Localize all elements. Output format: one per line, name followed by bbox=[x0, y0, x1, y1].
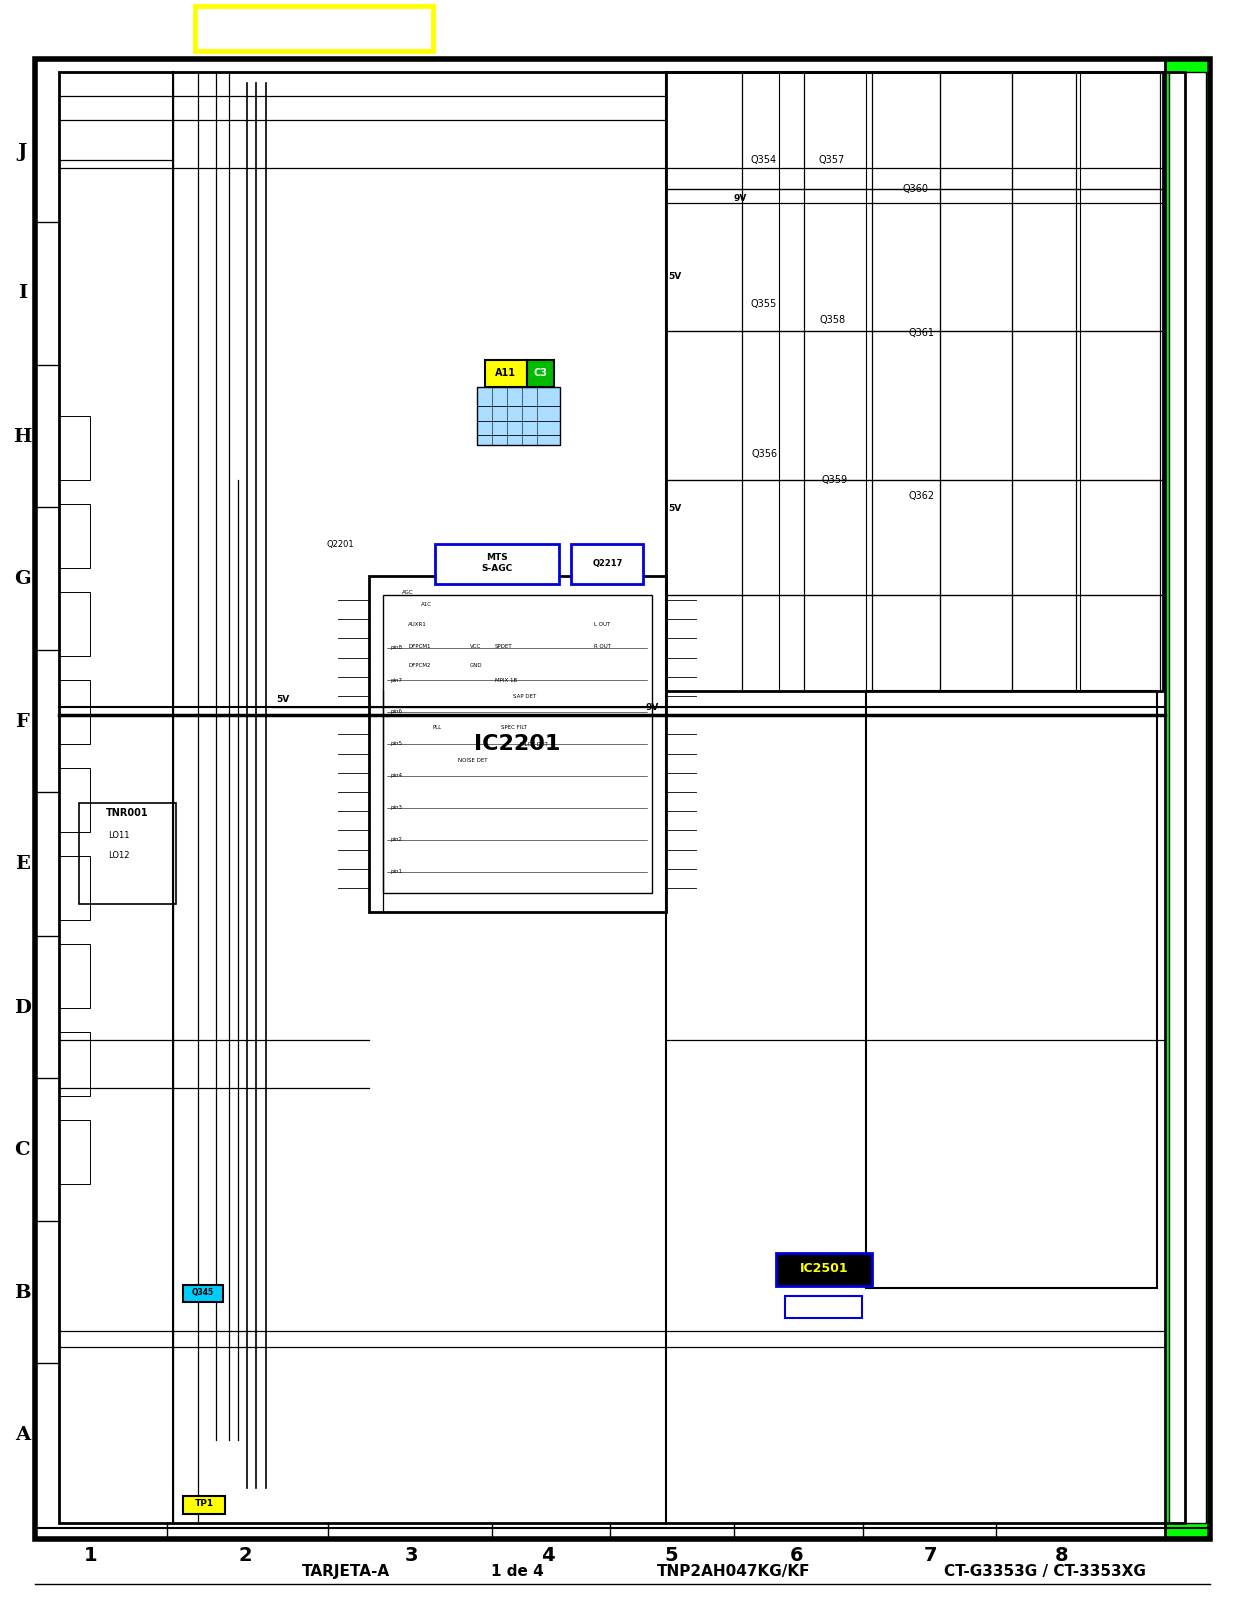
Text: pin6: pin6 bbox=[391, 709, 403, 715]
Text: A: A bbox=[15, 1426, 30, 1445]
Text: H: H bbox=[14, 427, 31, 446]
Text: pin5: pin5 bbox=[391, 741, 403, 747]
Text: 8: 8 bbox=[1054, 1546, 1069, 1565]
Text: LO12: LO12 bbox=[108, 851, 130, 861]
Text: Q361: Q361 bbox=[908, 328, 935, 338]
Bar bbox=[195, 6, 433, 51]
Text: Q345: Q345 bbox=[192, 1288, 214, 1298]
Text: 4: 4 bbox=[541, 1546, 555, 1565]
Text: pin7: pin7 bbox=[391, 677, 403, 683]
Text: J: J bbox=[17, 142, 27, 162]
Bar bbox=[369, 576, 666, 912]
Text: 5V: 5V bbox=[668, 504, 682, 514]
Text: SPEC FILT: SPEC FILT bbox=[501, 725, 527, 731]
Text: 1 de 4: 1 de 4 bbox=[491, 1563, 543, 1579]
Text: Q354: Q354 bbox=[750, 155, 777, 165]
Text: 9V: 9V bbox=[646, 702, 659, 712]
Bar bbox=[435, 544, 559, 584]
Text: CT-G3353G / CT-3353XG: CT-G3353G / CT-3353XG bbox=[944, 1563, 1147, 1579]
Text: SAP DET: SAP DET bbox=[513, 693, 537, 699]
Text: LO11: LO11 bbox=[108, 830, 130, 840]
Text: TNR001: TNR001 bbox=[106, 808, 148, 818]
Bar bbox=[1169, 72, 1206, 1523]
Text: Q356: Q356 bbox=[751, 450, 778, 459]
Text: 9V: 9V bbox=[734, 194, 747, 203]
Bar bbox=[866, 691, 1157, 1288]
Text: pin2: pin2 bbox=[391, 837, 403, 843]
Bar bbox=[776, 1253, 872, 1286]
Text: A1C: A1C bbox=[421, 602, 432, 608]
Text: 5: 5 bbox=[664, 1546, 679, 1565]
Bar bbox=[183, 1285, 223, 1302]
Text: Q359: Q359 bbox=[821, 475, 849, 485]
Text: NOISE DET: NOISE DET bbox=[458, 757, 487, 763]
Text: 3: 3 bbox=[406, 1546, 418, 1565]
Text: C3: C3 bbox=[533, 368, 548, 378]
Text: B: B bbox=[14, 1283, 31, 1302]
Text: AGC: AGC bbox=[402, 589, 413, 595]
Text: R OUT: R OUT bbox=[594, 643, 611, 650]
Text: SPDET: SPDET bbox=[495, 643, 512, 650]
Text: Q362: Q362 bbox=[908, 491, 935, 501]
Text: Q2201: Q2201 bbox=[327, 539, 354, 549]
Bar bbox=[59, 416, 90, 480]
Text: L OUT: L OUT bbox=[594, 621, 610, 627]
Text: DFPCM1: DFPCM1 bbox=[408, 643, 430, 650]
Text: MTS
S-AGC: MTS S-AGC bbox=[481, 554, 513, 573]
Text: pin3: pin3 bbox=[391, 805, 403, 811]
Bar bbox=[59, 592, 90, 656]
Text: 2: 2 bbox=[238, 1546, 252, 1565]
Bar bbox=[59, 504, 90, 568]
Text: pin8: pin8 bbox=[391, 645, 403, 651]
Text: 1: 1 bbox=[83, 1546, 98, 1565]
Text: E: E bbox=[15, 854, 30, 874]
Bar bbox=[59, 680, 90, 744]
Text: PLL: PLL bbox=[433, 725, 442, 731]
Text: TNP2AH047KG/KF: TNP2AH047KG/KF bbox=[657, 1563, 810, 1579]
Text: IC2501: IC2501 bbox=[799, 1262, 849, 1275]
Bar bbox=[59, 768, 90, 832]
Bar bbox=[59, 1032, 90, 1096]
Text: pin1: pin1 bbox=[391, 869, 403, 875]
Text: I: I bbox=[17, 283, 27, 302]
Text: GND: GND bbox=[470, 662, 482, 669]
Bar bbox=[477, 387, 560, 445]
Bar bbox=[383, 595, 652, 893]
Bar bbox=[79, 803, 176, 904]
Text: AUXR1: AUXR1 bbox=[408, 621, 427, 627]
Text: Q357: Q357 bbox=[818, 155, 845, 165]
Text: F: F bbox=[15, 712, 30, 731]
Bar bbox=[183, 1496, 225, 1514]
Bar bbox=[59, 1120, 90, 1184]
Text: DFPCM2: DFPCM2 bbox=[408, 662, 430, 669]
Bar bbox=[1165, 59, 1210, 1539]
Text: 5V: 5V bbox=[276, 694, 289, 704]
Text: MPIX 1B: MPIX 1B bbox=[495, 677, 517, 683]
Bar bbox=[666, 72, 1163, 691]
Text: VCC: VCC bbox=[470, 643, 481, 650]
Text: TP1: TP1 bbox=[194, 1499, 214, 1509]
Text: IC2201: IC2201 bbox=[474, 734, 560, 754]
Bar bbox=[59, 944, 90, 1008]
Text: Q358: Q358 bbox=[819, 315, 846, 325]
Text: C: C bbox=[15, 1141, 30, 1160]
Bar bbox=[59, 856, 90, 920]
Bar bbox=[527, 360, 554, 387]
Bar bbox=[785, 1296, 862, 1318]
Text: 6: 6 bbox=[789, 1546, 804, 1565]
Bar bbox=[571, 544, 643, 584]
Text: Q355: Q355 bbox=[750, 299, 777, 309]
Text: PILOT DET: PILOT DET bbox=[520, 741, 547, 747]
Text: 7: 7 bbox=[924, 1546, 936, 1565]
Text: TARJETA-A: TARJETA-A bbox=[302, 1563, 391, 1579]
Text: 5V: 5V bbox=[668, 272, 682, 282]
Text: G: G bbox=[14, 570, 31, 589]
Text: Q2217: Q2217 bbox=[593, 558, 622, 568]
Text: Q360: Q360 bbox=[902, 184, 929, 194]
Bar bbox=[485, 360, 527, 387]
Text: D: D bbox=[14, 998, 31, 1018]
Text: pin4: pin4 bbox=[391, 773, 403, 779]
Text: A11: A11 bbox=[496, 368, 516, 378]
